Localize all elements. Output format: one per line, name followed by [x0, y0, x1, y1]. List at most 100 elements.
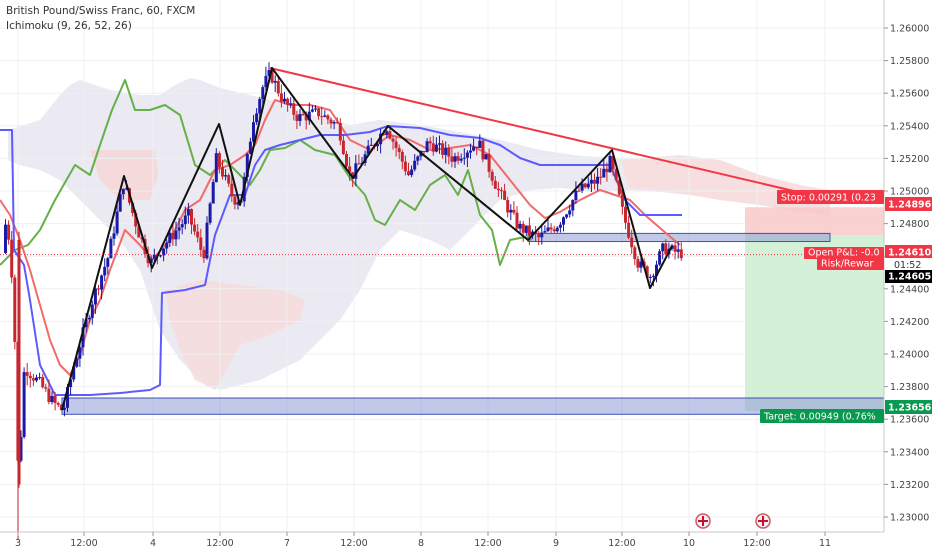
- candle-body: [25, 372, 29, 376]
- time-axis-label: 11: [819, 538, 831, 549]
- zigzag-pattern: [61, 67, 673, 411]
- candle-body: [124, 188, 128, 190]
- time-axis-label: 4: [150, 538, 156, 549]
- candle-body: [118, 194, 122, 212]
- candle-body: [602, 168, 606, 178]
- candle-body: [394, 141, 398, 148]
- candle-body: [630, 237, 634, 248]
- candle-body: [348, 166, 352, 173]
- price-axis-label: 1.25000: [890, 187, 929, 198]
- candle-body: [611, 155, 615, 170]
- candle-body: [549, 227, 553, 230]
- candle-body: [227, 175, 231, 184]
- candle-body: [90, 304, 94, 318]
- candle-body: [248, 141, 252, 154]
- support-zone: [527, 232, 831, 243]
- candle-body: [59, 404, 63, 410]
- candle-body: [382, 133, 386, 135]
- candle-body: [552, 229, 556, 232]
- price-axis-label: 1.25800: [890, 56, 929, 67]
- candle-body: [149, 258, 153, 264]
- close-price-tag-text: 1.24605: [888, 272, 931, 283]
- candle-body: [648, 276, 652, 278]
- candle-body: [450, 156, 454, 162]
- stop-zone: [745, 207, 884, 236]
- candle-body: [47, 388, 51, 403]
- candle-body: [568, 210, 572, 215]
- candle-body: [633, 247, 637, 260]
- candle-body: [500, 190, 503, 192]
- candle-body: [636, 259, 640, 268]
- candle-body: [676, 249, 680, 252]
- candle-body: [332, 122, 336, 124]
- candle-body: [531, 231, 534, 236]
- candle-body: [264, 75, 268, 88]
- time-axis-label: 12:00: [206, 538, 233, 549]
- candle-body: [28, 375, 32, 379]
- candle-body: [106, 258, 110, 267]
- candle-body: [310, 109, 314, 112]
- candle-body: [221, 167, 224, 177]
- price-axis-label: 1.25400: [890, 121, 929, 132]
- candle-body: [410, 169, 414, 176]
- candle-body: [639, 261, 643, 268]
- candle-body: [109, 238, 113, 259]
- candle-body: [93, 288, 97, 305]
- candle-body: [478, 140, 482, 148]
- price-axis-label: 1.23800: [890, 382, 929, 393]
- candle-body: [351, 172, 355, 179]
- candle-body: [465, 152, 469, 158]
- candle-body: [484, 154, 488, 160]
- indicator-title[interactable]: Ichimoku (9, 26, 52, 26): [6, 20, 132, 32]
- candle-body: [152, 254, 156, 259]
- candle-body: [379, 133, 383, 145]
- candle-body: [171, 232, 175, 240]
- candle-body: [462, 157, 466, 159]
- candle-body: [186, 209, 190, 216]
- candle-body: [543, 231, 547, 233]
- candle-body: [586, 183, 590, 188]
- stop-price-tag-text: 1.24896: [888, 200, 932, 211]
- time-axis-label: 8: [418, 538, 424, 549]
- candle-body: [515, 212, 519, 229]
- candle-body: [521, 223, 525, 233]
- candle-body: [252, 122, 255, 142]
- candle-body: [577, 190, 581, 192]
- symbol-title[interactable]: British Pound/Swiss Franc, 60, FXCM: [6, 5, 196, 17]
- candle-body: [329, 119, 333, 124]
- candle-body: [196, 231, 200, 238]
- target-label-text: Target: 0.00949 (0.76%: [763, 412, 876, 423]
- price-axis-label: 1.24000: [890, 350, 929, 361]
- candle-body: [655, 264, 658, 276]
- candle-body: [236, 202, 240, 205]
- candle-body: [211, 182, 215, 204]
- time-axis-label: 12:00: [474, 538, 501, 549]
- candle-body: [645, 266, 649, 278]
- candle-body: [599, 176, 603, 178]
- candle-body: [19, 436, 23, 461]
- target-price-tag-text: 1.23656: [888, 403, 932, 414]
- candle-body: [131, 202, 135, 213]
- price-axis-label: 1.23200: [890, 480, 929, 491]
- candle-body: [270, 70, 274, 83]
- candle-body: [614, 169, 618, 181]
- candle-body: [183, 215, 187, 225]
- candle-body: [314, 108, 317, 110]
- candle-body: [301, 114, 305, 116]
- candle-body: [217, 153, 221, 168]
- candle-body: [100, 275, 104, 290]
- candle-body: [335, 122, 339, 124]
- candle-body: [307, 111, 311, 121]
- candle-body: [180, 224, 184, 228]
- candle-body: [258, 99, 262, 114]
- candle-body: [620, 194, 624, 207]
- candle-body: [661, 243, 665, 252]
- candle-body: [345, 154, 348, 167]
- price-axis-label: 1.24400: [890, 284, 929, 295]
- candle-body: [165, 242, 169, 249]
- candle-body: [53, 395, 57, 403]
- candle-body: [459, 158, 463, 161]
- candle-body: [518, 223, 522, 229]
